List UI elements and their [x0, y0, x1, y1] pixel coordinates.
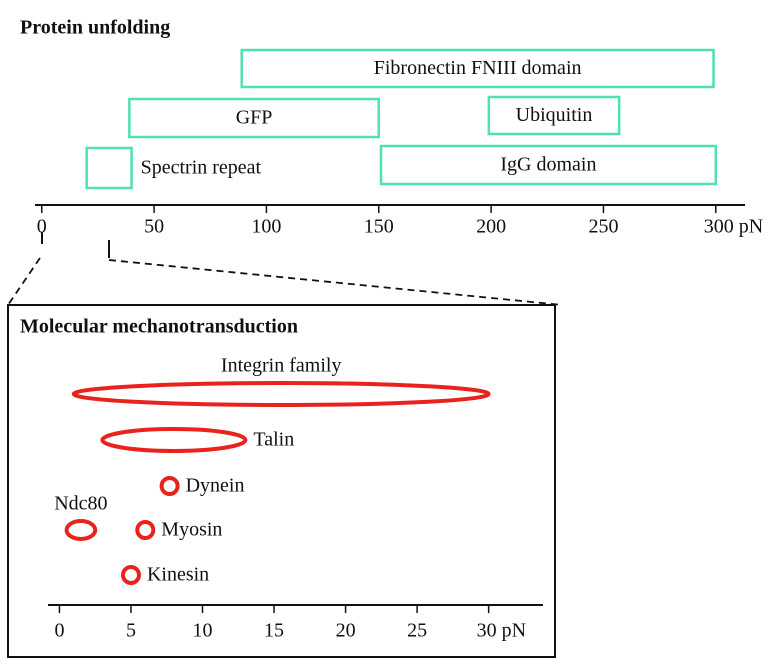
- item-label: Myosin: [161, 519, 222, 541]
- x-tick-label: 0: [37, 216, 47, 238]
- point: [120, 565, 141, 585]
- x-tick-label: 100: [251, 216, 281, 238]
- x-tick-label: 30 pN: [477, 620, 526, 642]
- item-label: Kinesin: [147, 564, 209, 586]
- range-ellipse: [64, 519, 98, 541]
- x-tick-label: 250: [588, 216, 618, 238]
- x-tick-label: 15: [264, 620, 284, 642]
- range-box: [487, 95, 621, 136]
- range-label: GFP: [236, 107, 273, 129]
- x-tick-label: 50: [144, 216, 164, 238]
- x-tick-label: 150: [364, 216, 394, 238]
- inset-frame: [7, 304, 556, 658]
- chart-title: Molecular mechanotransduction: [20, 316, 298, 338]
- x-tick-label: 20: [336, 620, 356, 642]
- x-tick-label: 5: [126, 620, 136, 642]
- range-box: [85, 146, 133, 190]
- item-label: Integrin family: [221, 355, 342, 377]
- range-box: [240, 48, 715, 89]
- x-tick-label: 0: [54, 620, 64, 642]
- x-tick-label: 25: [407, 620, 427, 642]
- chart-title: Protein unfolding: [20, 17, 170, 39]
- range-box: [128, 97, 381, 139]
- zoom-line: [108, 259, 563, 306]
- range-label: Ubiquitin: [516, 104, 593, 126]
- item-label: Talin: [253, 429, 294, 451]
- item-label: Ndc80: [54, 493, 107, 515]
- x-tick-label: 300 pN: [704, 216, 763, 238]
- range-label: IgG domain: [500, 154, 596, 176]
- range-ellipse: [71, 381, 491, 407]
- range-label: Fibronectin FNIII domain: [374, 57, 582, 79]
- zoom-line: [7, 257, 41, 306]
- range-box: [379, 144, 718, 186]
- range-ellipse: [100, 427, 248, 453]
- point: [135, 520, 156, 540]
- x-tick-label: 10: [193, 620, 213, 642]
- point: [159, 476, 180, 496]
- range-label: Spectrin repeat: [141, 157, 262, 179]
- x-tick-label: 200: [476, 216, 506, 238]
- item-label: Dynein: [186, 475, 245, 497]
